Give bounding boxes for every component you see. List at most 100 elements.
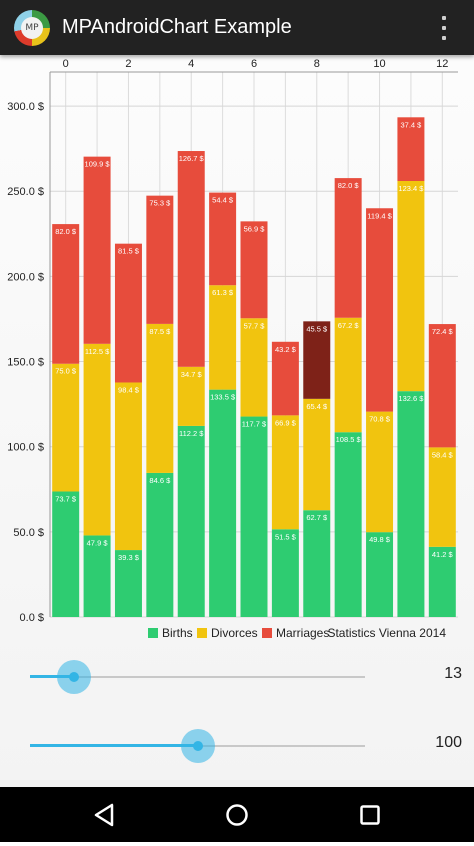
overflow-menu-icon[interactable] xyxy=(426,12,462,44)
data-label: 51.5 $ xyxy=(275,532,297,541)
y-tick-label: 0.0 $ xyxy=(20,612,44,624)
data-label: 58.4 $ xyxy=(432,450,454,459)
stacked-bar-chart[interactable]: 0.0 $ 50.0 $ 100.0 $ 150.0 $ 200.0 $ 250.0 $ 3… xyxy=(0,55,474,651)
seekbar-x-count[interactable]: 13 xyxy=(0,647,474,707)
app-title: MPAndroidChart Example xyxy=(62,16,292,38)
home-icon[interactable] xyxy=(207,787,267,842)
data-label: 62.7 $ xyxy=(306,513,328,522)
bar-segment-divorces xyxy=(146,323,174,473)
bar-segment-divorces xyxy=(334,317,362,433)
content-area: 0.0 $ 50.0 $ 100.0 $ 150.0 $ 200.0 $ 250.0 $ 3… xyxy=(0,55,474,787)
bar-segment-marriages xyxy=(428,324,456,448)
legend-label: Births xyxy=(162,626,193,640)
data-label: 37.4 $ xyxy=(400,120,422,129)
data-label: 109.9 $ xyxy=(85,160,111,169)
data-label: 117.7 $ xyxy=(242,420,267,429)
data-label: 132.6 $ xyxy=(398,394,424,403)
seekbar-y-range[interactable]: 100 xyxy=(0,716,474,776)
bar-segment-marriages xyxy=(240,221,268,319)
data-label: 65.4 $ xyxy=(306,402,328,411)
bar-segment-births xyxy=(52,491,80,617)
bar-segment-divorces xyxy=(271,415,299,530)
seekbar-value: 13 xyxy=(444,665,462,682)
data-label: 81.5 $ xyxy=(118,247,140,256)
bar-segment-births xyxy=(83,535,111,617)
data-label: 82.0 $ xyxy=(338,181,360,190)
data-label: 75.3 $ xyxy=(149,199,171,208)
y-tick-label: 250.0 $ xyxy=(7,186,44,198)
bar-segment-births xyxy=(397,391,425,617)
y-tick-label: 50.0 $ xyxy=(13,527,44,539)
y-tick-label: 100.0 $ xyxy=(7,442,44,454)
data-label: 54.4 $ xyxy=(212,196,234,205)
data-label: 61.3 $ xyxy=(212,288,234,297)
data-label: 56.9 $ xyxy=(244,224,266,233)
data-label: 70.8 $ xyxy=(369,415,391,424)
y-tick-label: 200.0 $ xyxy=(7,271,44,283)
data-label: 41.2 $ xyxy=(432,550,454,559)
bar-segment-marriages xyxy=(303,321,331,399)
data-label: 82.0 $ xyxy=(55,227,77,236)
bar-segment-births xyxy=(177,425,205,617)
x-tick-label: 0 xyxy=(63,58,69,70)
bar-segment-divorces xyxy=(303,398,331,511)
data-label: 47.9 $ xyxy=(87,538,109,547)
data-label: 98.4 $ xyxy=(118,385,140,394)
bar-segment-births xyxy=(209,389,237,617)
chart-description: Statistics Vienna 2014 xyxy=(327,626,446,640)
bar-segment-divorces xyxy=(52,363,80,492)
bar-segment-marriages xyxy=(397,117,425,181)
back-icon[interactable] xyxy=(74,787,134,842)
bar-segment-divorces xyxy=(209,285,237,390)
y-tick-label: 300.0 $ xyxy=(7,101,44,113)
bar-segment-divorces xyxy=(428,447,456,547)
bar-segment-divorces xyxy=(397,181,425,392)
seekbar-value: 100 xyxy=(435,734,462,751)
data-label: 123.4 $ xyxy=(398,184,424,193)
x-tick-label: 12 xyxy=(436,58,448,70)
bar-segment-births xyxy=(240,416,268,617)
bar-segment-divorces xyxy=(177,366,205,426)
data-label: 73.7 $ xyxy=(55,494,77,503)
app-bar: MP MPAndroidChart Example xyxy=(0,0,474,55)
bar-segment-marriages xyxy=(209,192,237,286)
seekbar-thumb[interactable] xyxy=(56,660,91,694)
recents-icon[interactable] xyxy=(340,787,400,842)
data-label: 133.5 $ xyxy=(210,393,236,402)
seekbar-thumb[interactable] xyxy=(180,729,215,763)
data-label: 39.3 $ xyxy=(118,553,140,562)
data-label: 112.2 $ xyxy=(179,429,204,438)
x-tick-label: 6 xyxy=(251,58,257,70)
system-nav-bar xyxy=(0,787,474,842)
data-label: 112.5 $ xyxy=(85,347,110,356)
bar-segment-births xyxy=(334,432,362,617)
bar-segment-births xyxy=(366,532,394,617)
x-tick-label: 4 xyxy=(188,58,194,70)
seekbar-fill xyxy=(30,744,198,747)
bar-segment-births xyxy=(146,472,174,617)
data-label: 45.5 $ xyxy=(306,324,328,333)
legend-label: Marriages xyxy=(276,626,329,640)
bar-segment-marriages xyxy=(83,156,111,344)
app-logo-text: MP xyxy=(21,17,43,39)
bar-segment-marriages xyxy=(146,195,174,324)
bar-segment-divorces xyxy=(366,411,394,533)
x-tick-label: 10 xyxy=(373,58,385,70)
bar-segment-marriages xyxy=(114,243,142,383)
legend-swatch-divorces xyxy=(197,628,207,638)
bar-segment-divorces xyxy=(240,318,268,417)
data-label: 72.4 $ xyxy=(432,327,454,336)
y-tick-label: 150.0 $ xyxy=(7,357,44,369)
seekbar-track[interactable] xyxy=(30,676,365,678)
legend-swatch-births xyxy=(148,628,158,638)
data-label: 57.7 $ xyxy=(244,321,266,330)
data-label: 49.8 $ xyxy=(369,535,391,544)
legend-label: Divorces xyxy=(211,626,258,640)
bar-segment-marriages xyxy=(334,178,362,318)
data-label: 66.9 $ xyxy=(275,418,297,427)
data-label: 119.4 $ xyxy=(367,211,392,220)
bar-segment-marriages xyxy=(52,224,80,364)
bar-segment-divorces xyxy=(83,343,111,536)
x-tick-label: 2 xyxy=(125,58,131,70)
data-label: 108.5 $ xyxy=(336,435,362,444)
